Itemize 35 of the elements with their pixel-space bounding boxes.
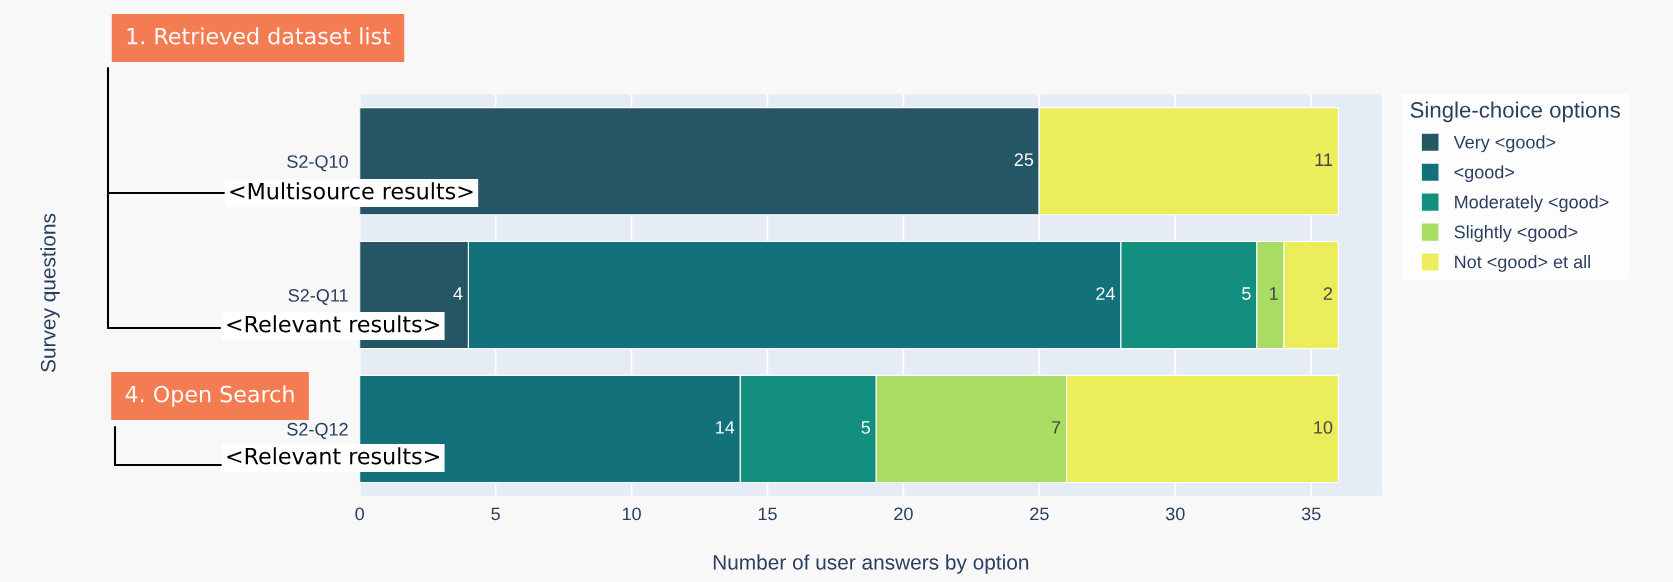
data-label: 10 bbox=[1314, 421, 1333, 434]
data-label: 2 bbox=[1323, 287, 1333, 300]
legend-label: Moderately <good> bbox=[1455, 195, 1609, 212]
x-tick-label: 30 bbox=[1165, 507, 1185, 521]
y-tick-label: S2-Q11 bbox=[288, 289, 348, 306]
annotation: <Relevant results> bbox=[227, 447, 439, 465]
data-label: 25 bbox=[1014, 153, 1034, 167]
x-axis-title: Number of user answers by option bbox=[713, 554, 1029, 574]
legend-title: Single-choice options bbox=[1410, 101, 1620, 123]
y-tick-label: S2-Q10 bbox=[287, 155, 348, 172]
legend-label: Not <good> et all bbox=[1455, 255, 1590, 272]
x-tick-label: 5 bbox=[491, 507, 500, 521]
data-label: 1 bbox=[1269, 287, 1278, 300]
x-tick-label: 35 bbox=[1301, 507, 1321, 521]
x-tick-label: 20 bbox=[894, 507, 913, 521]
legend-label: Slightly <good> bbox=[1454, 225, 1578, 242]
x-tick-label: 25 bbox=[1030, 507, 1049, 521]
data-label: 5 bbox=[861, 421, 871, 434]
data-label: 4 bbox=[453, 287, 463, 300]
x-tick-label: 15 bbox=[758, 507, 777, 521]
data-label: 5 bbox=[1242, 287, 1251, 300]
text: 1. Retrieved dataset list bbox=[127, 27, 391, 45]
data-label: 24 bbox=[1096, 287, 1115, 300]
data-label: 7 bbox=[1051, 421, 1061, 434]
annotation: <Multisource results> bbox=[230, 182, 473, 200]
legend-label: Very <good> bbox=[1453, 135, 1556, 153]
legend-label: <good> bbox=[1454, 165, 1515, 183]
text: 4. Open Search bbox=[125, 385, 294, 407]
y-tick-label: S2-Q12 bbox=[287, 422, 348, 439]
x-tick-label: 0 bbox=[355, 507, 365, 521]
data-label: 11 bbox=[1315, 153, 1333, 166]
annotation: <Relevant results> bbox=[227, 315, 439, 333]
data-label: 14 bbox=[716, 421, 735, 434]
x-tick-label: 10 bbox=[622, 507, 641, 521]
text: Survey questions bbox=[40, 213, 60, 372]
